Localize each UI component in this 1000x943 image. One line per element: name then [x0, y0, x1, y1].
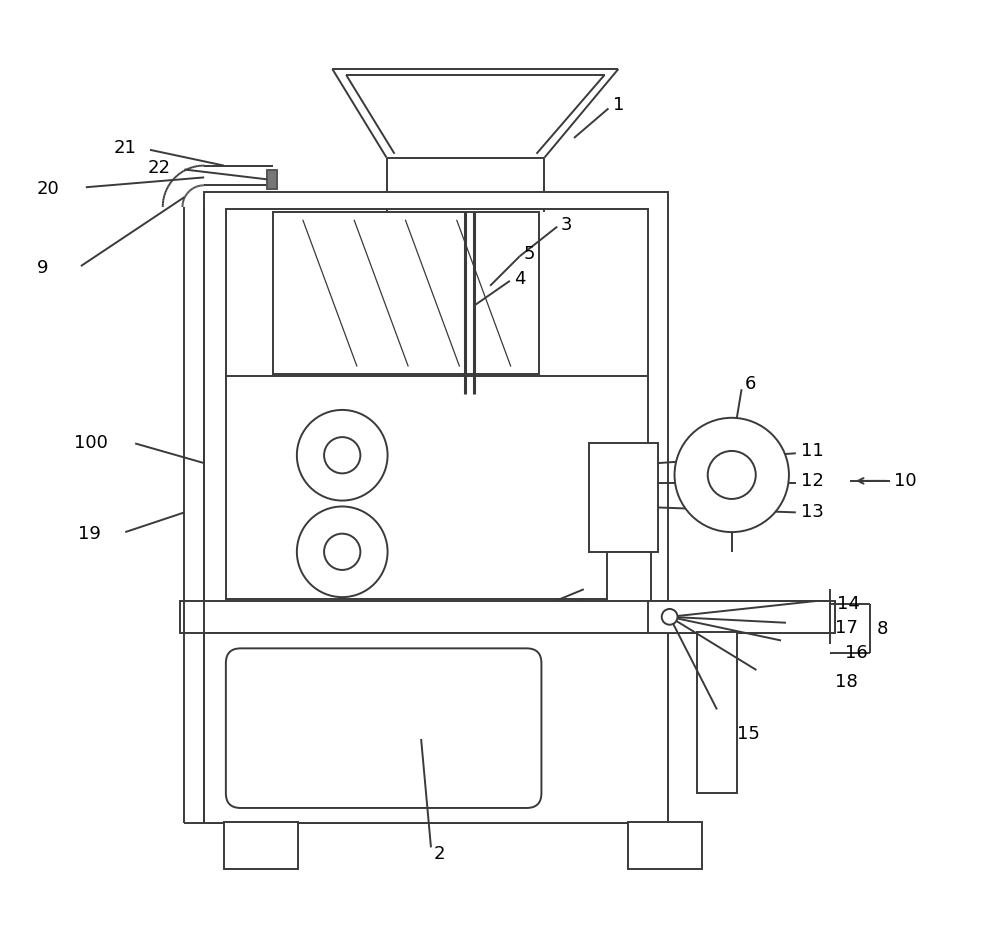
Text: 17: 17	[835, 619, 858, 637]
Text: 6: 6	[745, 375, 756, 393]
Text: 22: 22	[148, 158, 171, 176]
Text: 18: 18	[835, 673, 858, 691]
Bar	[224, 821, 298, 869]
Text: 10: 10	[894, 472, 917, 489]
Bar	[628, 821, 702, 869]
Bar	[204, 192, 668, 822]
Text: 19: 19	[78, 525, 101, 543]
Text: 12: 12	[801, 472, 824, 489]
Text: 13: 13	[801, 504, 824, 521]
Circle shape	[675, 418, 789, 532]
Circle shape	[662, 609, 678, 624]
Text: 14: 14	[837, 595, 860, 613]
Text: 9: 9	[37, 259, 48, 277]
FancyBboxPatch shape	[226, 649, 541, 808]
Text: 4: 4	[514, 270, 525, 288]
Circle shape	[297, 410, 388, 501]
Bar	[204, 633, 668, 822]
Text: 21: 21	[113, 139, 136, 157]
Text: 20: 20	[37, 180, 59, 198]
Bar	[273, 212, 539, 374]
Circle shape	[324, 438, 360, 473]
Bar	[648, 601, 830, 633]
Bar	[180, 601, 835, 633]
Text: 1: 1	[613, 96, 625, 114]
Text: 2: 2	[434, 845, 445, 863]
Bar	[606, 552, 651, 606]
Text: 5: 5	[524, 245, 535, 263]
Circle shape	[324, 534, 360, 570]
Bar	[226, 209, 648, 803]
Text: 11: 11	[801, 442, 824, 460]
Text: 15: 15	[737, 725, 760, 743]
Text: 100: 100	[74, 435, 108, 453]
Bar	[697, 632, 737, 793]
Text: 3: 3	[561, 216, 573, 234]
Circle shape	[297, 506, 388, 597]
Text: 16: 16	[845, 644, 868, 662]
Bar	[589, 443, 658, 552]
Circle shape	[708, 451, 756, 499]
Text: 8: 8	[877, 620, 888, 637]
Bar	[267, 170, 277, 190]
